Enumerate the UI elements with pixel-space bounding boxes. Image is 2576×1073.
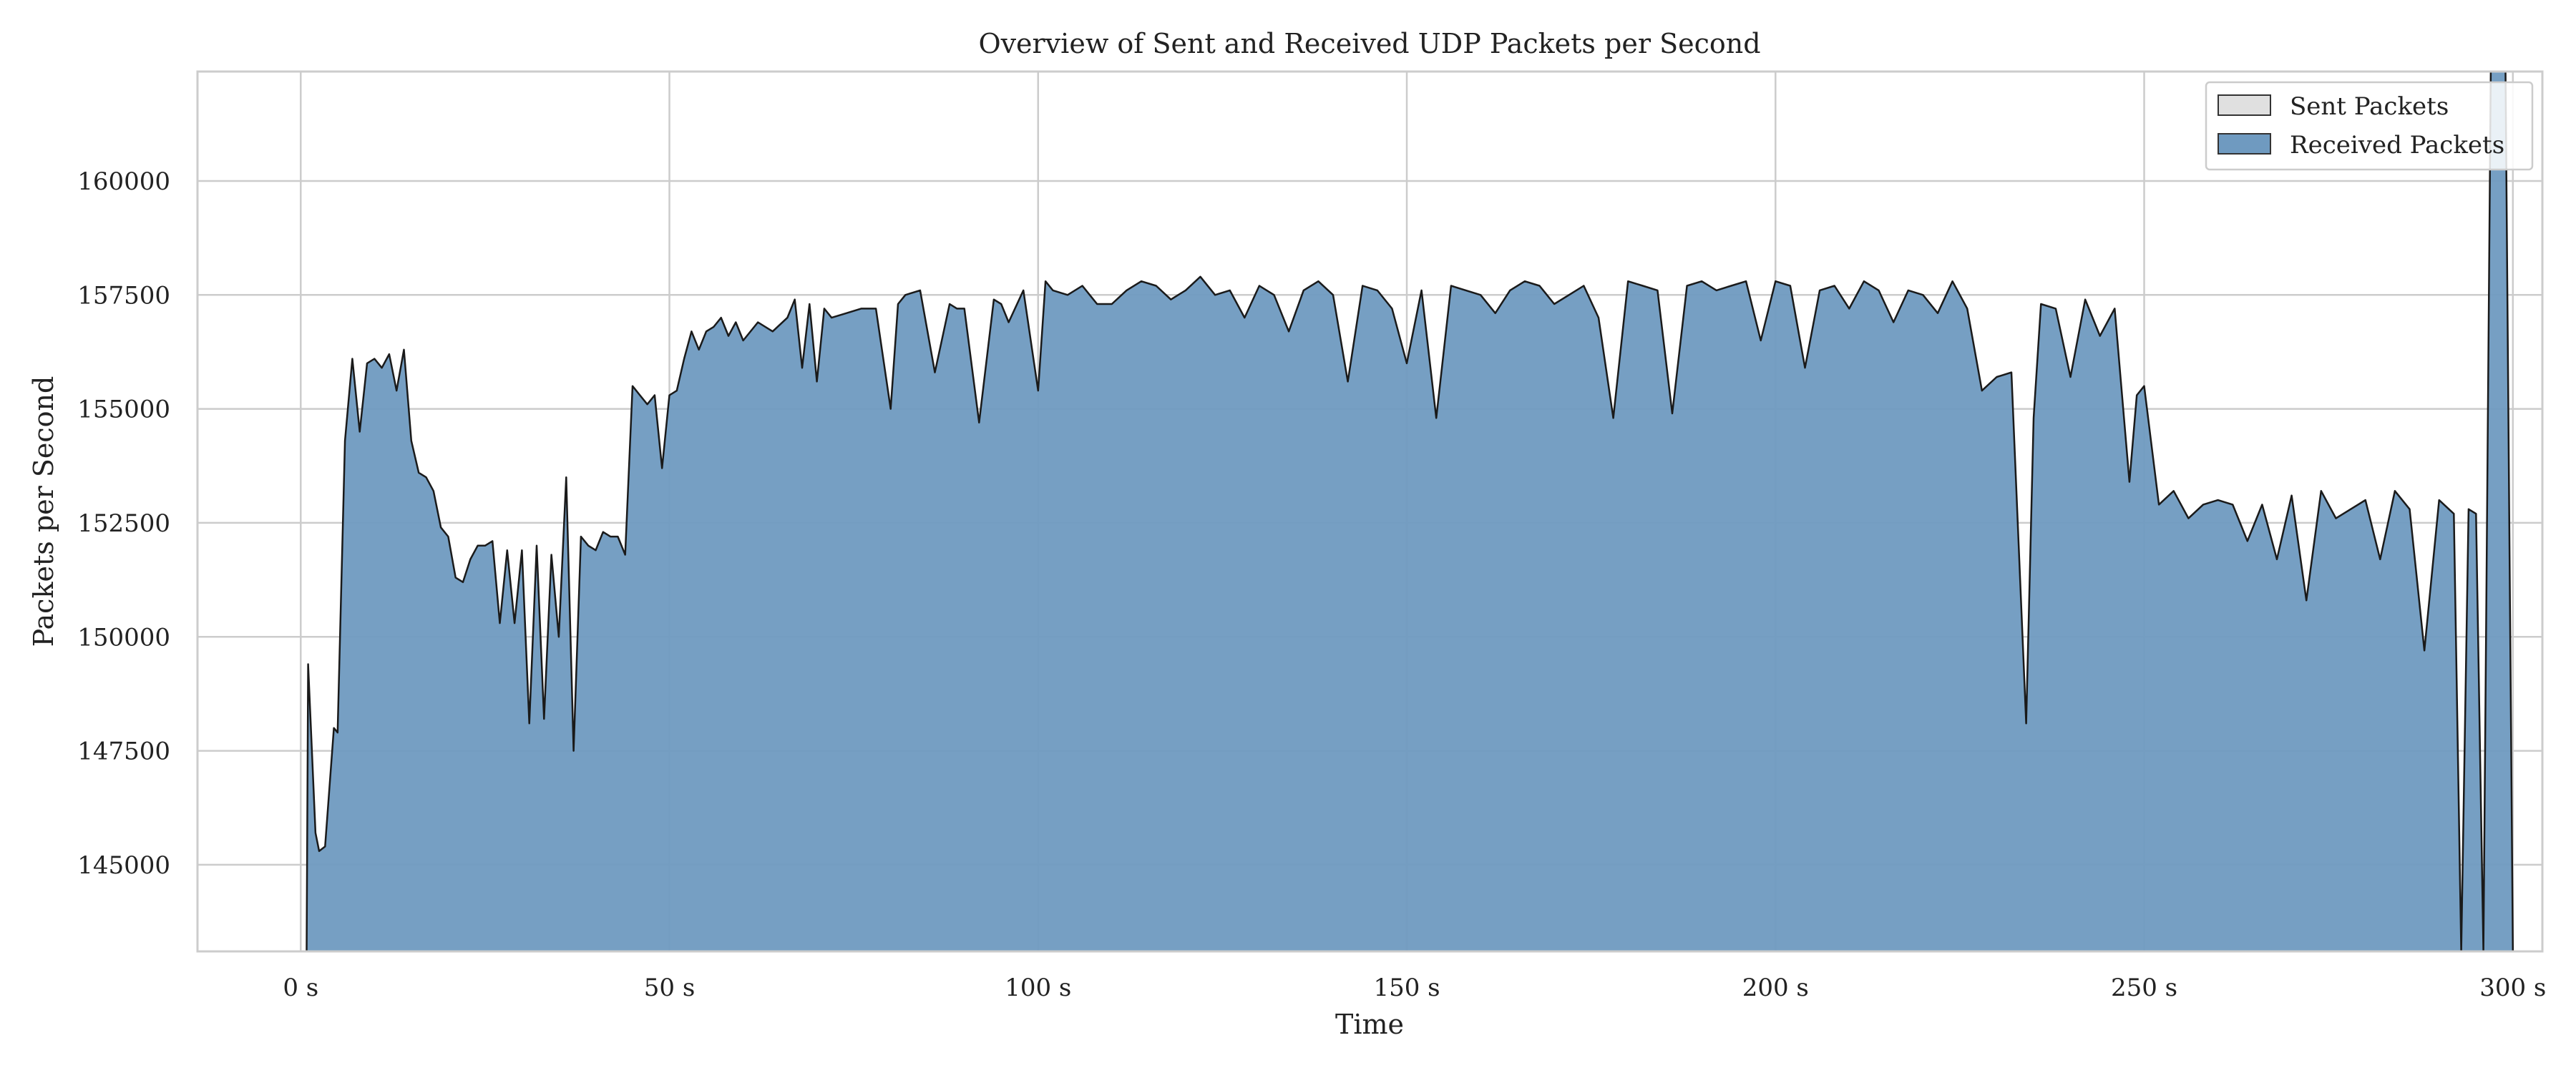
legend-label-sent: Sent Packets: [2290, 92, 2449, 121]
x-tick-label-4: 200 s: [1742, 974, 1809, 1002]
series-layer: [306, 70, 2514, 953]
x-axis-label: Time: [1335, 1009, 1404, 1040]
x-tick-label-1: 50 s: [644, 974, 696, 1002]
x-tick-label-0: 0 s: [283, 974, 318, 1002]
x-tick-label-3: 150 s: [1373, 974, 1440, 1002]
legend-box: [2205, 81, 2534, 171]
x-tick-label-5: 250 s: [2111, 974, 2177, 1002]
area-fill-1: [306, 72, 2513, 951]
y-axis-label: Packets per Second: [28, 376, 59, 647]
y-tick-labels: 145000 147500 150000 152500 155000 157500 1600…: [77, 167, 170, 880]
legend: Sent Packets Received Packets: [2205, 81, 2534, 171]
x-tick-label-6: 300 s: [2479, 974, 2546, 1002]
y-tick-label-0: 145000: [77, 851, 170, 880]
plot-frame: [196, 70, 2544, 953]
chart-title: Overview of Sent and Received UDP Packet…: [978, 28, 1760, 59]
y-tick-label-2: 150000: [77, 623, 170, 652]
legend-swatch-sent: [2218, 94, 2271, 116]
y-tick-label-5: 157500: [77, 281, 170, 310]
y-tick-label-6: 160000: [77, 167, 170, 196]
area-outline-1: [306, 70, 2514, 953]
y-tick-label-1: 147500: [77, 738, 170, 766]
y-tick-label-3: 152500: [77, 509, 170, 538]
legend-swatch-received: [2218, 133, 2271, 155]
x-tick-labels: 0 s 50 s 100 s 150 s 200 s 250 s 300 s: [283, 974, 2546, 1002]
x-tick-label-2: 100 s: [1005, 974, 1071, 1002]
legend-label-received: Received Packets: [2290, 131, 2504, 160]
y-tick-label-4: 155000: [77, 396, 170, 424]
